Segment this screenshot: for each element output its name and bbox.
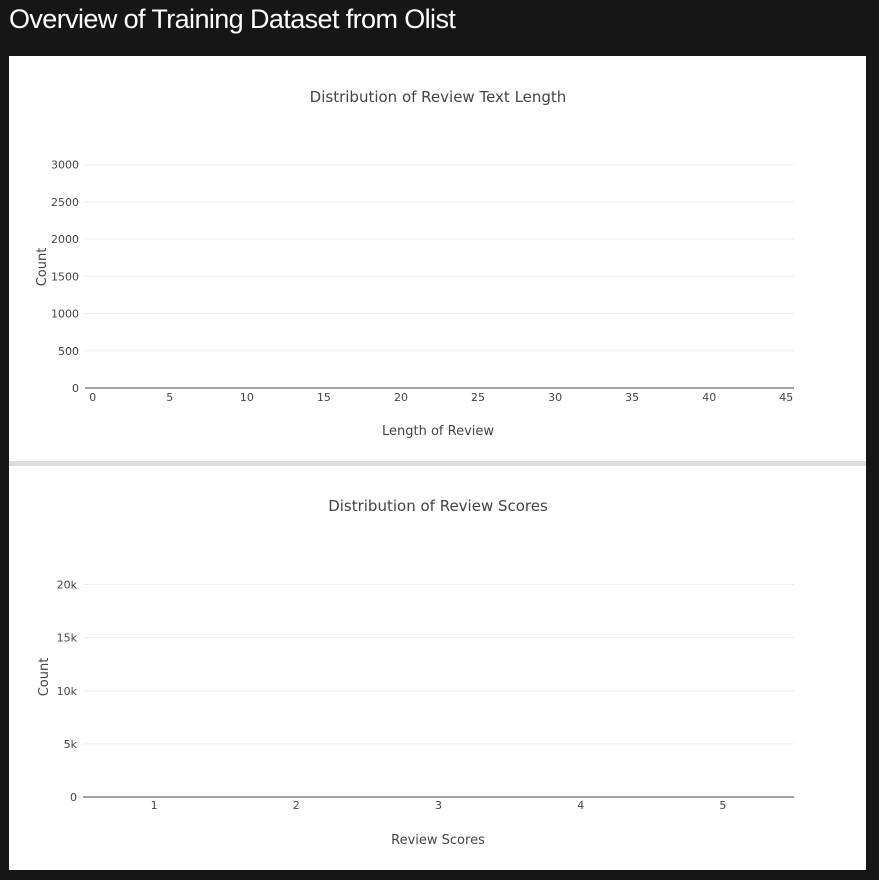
- y-tick-label: 5k: [64, 738, 78, 751]
- review-length-chart-panel: Distribution of Review Text Length Lengt…: [9, 56, 866, 461]
- chart-title: Distribution of Review Scores: [328, 497, 548, 515]
- x-tick-label: 20: [394, 391, 408, 404]
- page-title: Overview of Training Dataset from Olist: [9, 4, 456, 34]
- x-tick-label: 1: [151, 799, 158, 812]
- y-tick-label: 2500: [51, 196, 79, 209]
- y-axis-title: Count: [35, 248, 50, 287]
- y-tick-label: 2000: [51, 233, 79, 246]
- y-tick-label: 0: [70, 791, 77, 804]
- x-tick-label: 35: [625, 391, 639, 404]
- x-tick-label: 0: [89, 391, 96, 404]
- x-tick-label: 25: [471, 391, 485, 404]
- y-tick-label: 0: [72, 382, 79, 395]
- review-length-chart: Distribution of Review Text Length Lengt…: [35, 88, 794, 439]
- y-tick-label: 1500: [51, 270, 79, 283]
- chart-title: Distribution of Review Text Length: [310, 88, 567, 106]
- x-tick-label: 40: [702, 391, 716, 404]
- y-tick-label: 1000: [51, 308, 79, 321]
- y-tick-label: 15k: [57, 632, 78, 645]
- x-tick-label: 5: [166, 391, 173, 404]
- x-tick-label: 10: [240, 391, 254, 404]
- x-tick-label: 3: [435, 799, 442, 812]
- y-tick-label: 3000: [51, 159, 79, 172]
- y-tick-label: 20k: [57, 579, 78, 592]
- chart-divider: [9, 461, 866, 466]
- x-axis-title: Length of Review: [382, 424, 494, 439]
- x-tick-label: 45: [779, 391, 793, 404]
- x-axis-title: Review Scores: [391, 833, 485, 848]
- review-scores-chart: Distribution of Review Scores Review Sco…: [37, 497, 794, 848]
- y-tick-label: 500: [58, 345, 79, 358]
- x-tick-label: 4: [577, 799, 584, 812]
- review-scores-chart-panel: Distribution of Review Scores Review Sco…: [9, 466, 866, 870]
- y-tick-label: 10k: [57, 685, 78, 698]
- x-tick-label: 30: [548, 391, 562, 404]
- x-tick-label: 15: [317, 391, 331, 404]
- x-tick-label: 5: [719, 799, 726, 812]
- y-axis-title: Count: [37, 658, 52, 697]
- x-tick-label: 2: [293, 799, 300, 812]
